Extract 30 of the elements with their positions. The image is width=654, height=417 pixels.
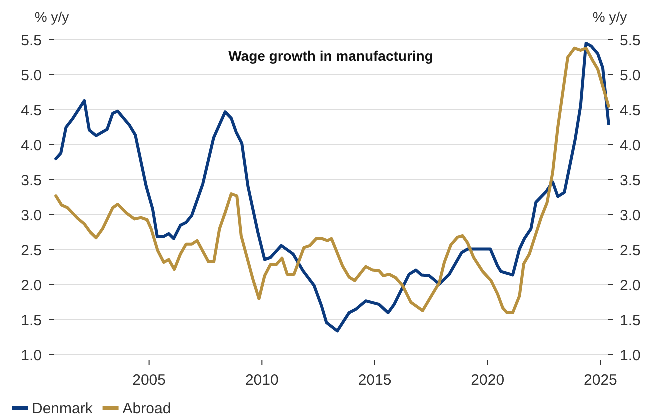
x-tick-label: 2025 — [584, 372, 618, 389]
y-tick-label: 5.0 — [21, 67, 42, 84]
y2-tick-label: 1.0 — [620, 347, 641, 364]
y-tick-label: 2.5 — [21, 242, 42, 260]
y2-tick-label: 3.5 — [620, 172, 641, 190]
y2-tick-label: 3.0 — [620, 207, 641, 224]
y-tick-label: 1.5 — [21, 312, 42, 330]
legend-label: Abroad — [122, 400, 172, 417]
y-tick-label: 1.0 — [21, 347, 42, 364]
y2-tick-label: 2.5 — [620, 242, 641, 260]
y2-tick-label: 1.5 — [620, 312, 641, 330]
legend-label: Denmark — [32, 400, 94, 417]
x-tick-label: 2020 — [471, 372, 505, 389]
y-axis-title: % y/y — [34, 9, 70, 25]
y2-tick-label: 5.0 — [620, 67, 641, 84]
y2-axis-title: % y/y — [592, 9, 628, 25]
text: Wage growth in manufacturing — [228, 48, 434, 64]
y-tick-label: 3.5 — [21, 172, 42, 190]
y-tick-label: 4.0 — [21, 137, 42, 154]
y2-tick-label: 4.5 — [620, 102, 641, 120]
y-tick-label: 5.5 — [21, 32, 42, 50]
y2-tick-label: 2.0 — [620, 277, 641, 294]
x-tick-label: 2015 — [358, 372, 392, 389]
y2-tick-label: 5.5 — [620, 32, 641, 50]
x-tick-label: 2005 — [132, 372, 166, 389]
x-tick-label: 2010 — [245, 372, 279, 389]
y-tick-label: 2.0 — [21, 277, 42, 294]
y-tick-label: 4.5 — [21, 102, 42, 120]
y-tick-label: 3.0 — [21, 207, 42, 224]
y2-tick-label: 4.0 — [620, 137, 641, 154]
